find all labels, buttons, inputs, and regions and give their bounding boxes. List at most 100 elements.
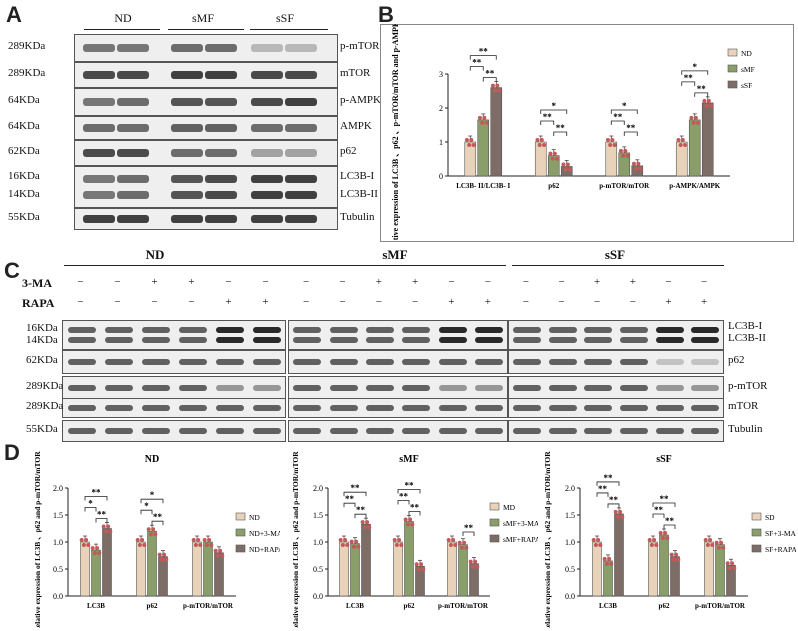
y-axis-label: Relative expression of LC3B 、p62 and p-m…	[33, 451, 42, 628]
a-protein-label-2: LC3B-II	[340, 188, 378, 200]
data-point	[403, 517, 408, 522]
c-protein-label: Tubulin	[728, 423, 763, 435]
legend-swatch	[727, 48, 738, 57]
c-blot-box	[62, 320, 286, 350]
data-point	[95, 546, 100, 551]
c-blot-band	[365, 337, 394, 343]
significance-bracket	[469, 55, 497, 60]
legend-label: sMF+3-MA	[503, 519, 538, 528]
significance-bracket	[540, 120, 555, 125]
x-category-label: LC3B	[87, 602, 105, 610]
data-point	[652, 538, 657, 542]
significance-bracket	[652, 502, 676, 507]
data-point	[356, 544, 361, 549]
panel-d-smf-chart: sMF Relative expression of LC3B 、p62 and …	[291, 451, 538, 628]
data-point	[618, 509, 623, 514]
c-protein-label: mTOR	[728, 400, 759, 412]
significance-mark: **	[626, 123, 636, 133]
c-rapa-sign: −	[77, 296, 84, 308]
data-point	[92, 551, 97, 556]
y-tick-label: 2.0	[53, 484, 63, 493]
bar-smf	[688, 119, 701, 177]
significance-bracket	[623, 131, 638, 136]
significance-mark: *	[144, 501, 149, 511]
c-blot-band	[329, 385, 358, 391]
panel-d-ssf-chart: sSF Relative expression of LC3B 、p62 and …	[543, 451, 796, 628]
y-axis-label: Relative expression of LC3B 、p62 and p-m…	[291, 451, 300, 628]
bar-sf-3-ma	[603, 560, 613, 597]
data-point	[705, 543, 710, 547]
data-point	[625, 153, 630, 158]
data-point	[354, 539, 359, 544]
data-point	[157, 552, 162, 557]
c-kda-label: 55KDa	[26, 423, 58, 435]
a-blot-band	[205, 191, 237, 199]
c-blot-band	[548, 385, 577, 391]
c-3ma-sign: +	[151, 276, 158, 288]
data-point	[480, 120, 485, 125]
data-point	[103, 529, 108, 534]
data-point	[602, 556, 607, 561]
significance-mark: *	[622, 101, 627, 111]
data-point	[607, 556, 612, 561]
data-point	[709, 103, 714, 108]
data-point	[609, 561, 614, 566]
data-point	[135, 538, 140, 542]
y-axis-label: Relative expression of LC3B 、p62 、p-mTOR…	[391, 24, 400, 240]
c-blot-band	[178, 337, 207, 343]
c-blot-band	[438, 385, 467, 391]
legend-swatch	[751, 512, 762, 521]
c-blot-band	[365, 385, 394, 391]
a-kda-label: 62KDa	[8, 145, 40, 157]
c-rapa-sign: +	[701, 296, 708, 308]
data-point	[90, 546, 95, 551]
c-rapa-sign: +	[262, 296, 269, 308]
c-blot-band	[329, 428, 358, 434]
data-point	[477, 115, 482, 120]
c-blot-band	[548, 337, 577, 343]
bar-smf-3-ma	[404, 521, 414, 597]
c-blot-band	[215, 405, 244, 411]
a-blot-band	[117, 98, 149, 106]
c-blot-band	[548, 327, 577, 333]
c-blot-band	[365, 359, 394, 365]
a-blot-band	[171, 175, 203, 183]
c-blot-band	[365, 327, 394, 333]
data-point	[691, 120, 696, 125]
c-blot-band	[329, 359, 358, 365]
data-point	[610, 138, 615, 142]
significance-bracket	[84, 507, 97, 512]
data-point	[467, 143, 472, 147]
panel-b-frame	[380, 24, 794, 242]
panel-label-d: D	[4, 440, 20, 465]
c-blot-band	[691, 327, 720, 333]
c-blot-band	[655, 359, 684, 365]
data-point	[468, 559, 473, 564]
a-group-line-ssf	[250, 29, 328, 30]
c-blot-band	[252, 385, 281, 391]
significance-mark: **	[613, 112, 623, 122]
chart-title: ND	[145, 454, 159, 465]
data-point	[660, 535, 665, 540]
c-blot-box	[508, 376, 724, 400]
significance-bracket	[408, 511, 421, 516]
significance-bracket	[140, 509, 153, 515]
data-point	[555, 156, 560, 161]
bar-sd	[592, 541, 602, 597]
bar-nd	[136, 541, 146, 597]
data-point	[162, 552, 167, 557]
c-rapa-sign: −	[151, 296, 158, 308]
c-blot-band	[584, 428, 613, 434]
data-point	[451, 538, 456, 542]
data-point	[462, 540, 467, 545]
data-point	[469, 138, 474, 142]
c-blot-band	[512, 428, 541, 434]
c-blot-band	[104, 405, 133, 411]
significance-mark: **	[660, 494, 670, 504]
data-point	[457, 540, 462, 545]
data-point	[213, 548, 218, 553]
c-blot-band	[548, 359, 577, 365]
data-point	[464, 138, 469, 142]
c-blot-band	[584, 385, 613, 391]
data-point	[674, 552, 679, 557]
